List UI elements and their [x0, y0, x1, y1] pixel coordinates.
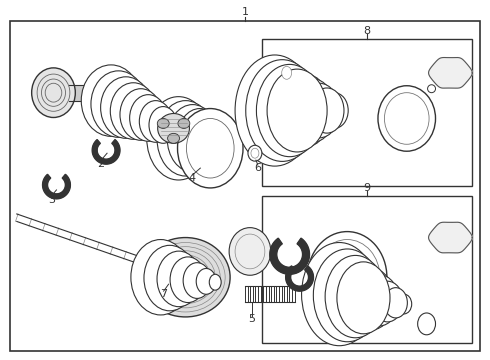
Ellipse shape: [131, 239, 191, 315]
Ellipse shape: [198, 117, 230, 160]
Text: 2: 2: [98, 159, 105, 169]
Ellipse shape: [32, 68, 75, 117]
Ellipse shape: [428, 85, 436, 93]
Text: 3: 3: [48, 195, 55, 205]
Ellipse shape: [267, 69, 327, 152]
Ellipse shape: [310, 88, 344, 133]
Polygon shape: [270, 238, 310, 274]
Ellipse shape: [349, 268, 394, 330]
Ellipse shape: [320, 93, 348, 129]
Ellipse shape: [183, 263, 211, 298]
Ellipse shape: [158, 113, 190, 143]
Ellipse shape: [337, 262, 390, 334]
Ellipse shape: [282, 66, 292, 79]
Polygon shape: [429, 222, 472, 253]
Ellipse shape: [218, 125, 238, 152]
Ellipse shape: [385, 93, 429, 144]
Ellipse shape: [91, 71, 146, 137]
Ellipse shape: [144, 245, 196, 311]
Text: 9: 9: [364, 183, 370, 193]
Ellipse shape: [147, 96, 210, 180]
Bar: [262, 39, 472, 186]
Ellipse shape: [130, 95, 167, 141]
Ellipse shape: [315, 239, 380, 315]
Ellipse shape: [120, 89, 162, 140]
Ellipse shape: [301, 243, 377, 346]
Text: 4: 4: [189, 173, 196, 183]
Ellipse shape: [196, 269, 216, 294]
Ellipse shape: [157, 100, 214, 176]
Ellipse shape: [396, 294, 412, 314]
Text: 1: 1: [242, 7, 248, 17]
Ellipse shape: [178, 118, 190, 129]
Ellipse shape: [308, 231, 387, 323]
Ellipse shape: [256, 64, 323, 157]
Ellipse shape: [289, 78, 336, 143]
Ellipse shape: [235, 55, 315, 166]
Ellipse shape: [417, 313, 436, 335]
Ellipse shape: [167, 105, 218, 172]
Ellipse shape: [361, 275, 399, 326]
Ellipse shape: [325, 255, 386, 338]
Ellipse shape: [177, 109, 243, 188]
Ellipse shape: [208, 121, 234, 156]
Ellipse shape: [246, 60, 318, 161]
Ellipse shape: [251, 148, 259, 158]
Text: 5: 5: [248, 314, 255, 324]
Ellipse shape: [384, 288, 407, 318]
Ellipse shape: [248, 145, 262, 161]
Bar: [262, 196, 472, 343]
Polygon shape: [429, 58, 472, 88]
Text: 6: 6: [254, 163, 261, 173]
Ellipse shape: [188, 113, 226, 164]
Bar: [70, 85, 91, 100]
Ellipse shape: [378, 86, 436, 151]
Ellipse shape: [110, 83, 156, 139]
Ellipse shape: [81, 65, 141, 136]
Ellipse shape: [157, 251, 201, 307]
Polygon shape: [92, 140, 120, 164]
Ellipse shape: [149, 107, 177, 143]
Ellipse shape: [100, 77, 151, 138]
Ellipse shape: [372, 281, 403, 322]
Ellipse shape: [139, 100, 172, 142]
Ellipse shape: [299, 83, 340, 138]
Ellipse shape: [170, 257, 206, 302]
Ellipse shape: [177, 109, 222, 168]
Ellipse shape: [187, 118, 234, 178]
Ellipse shape: [157, 118, 169, 129]
Text: 7: 7: [160, 289, 167, 299]
Polygon shape: [286, 266, 314, 291]
Ellipse shape: [229, 228, 271, 275]
Ellipse shape: [168, 133, 179, 143]
Ellipse shape: [159, 113, 182, 144]
Polygon shape: [43, 174, 71, 199]
Ellipse shape: [313, 249, 381, 342]
Ellipse shape: [278, 62, 295, 84]
Ellipse shape: [209, 274, 221, 290]
Ellipse shape: [141, 238, 230, 317]
Ellipse shape: [278, 74, 331, 147]
Text: 8: 8: [364, 26, 370, 36]
